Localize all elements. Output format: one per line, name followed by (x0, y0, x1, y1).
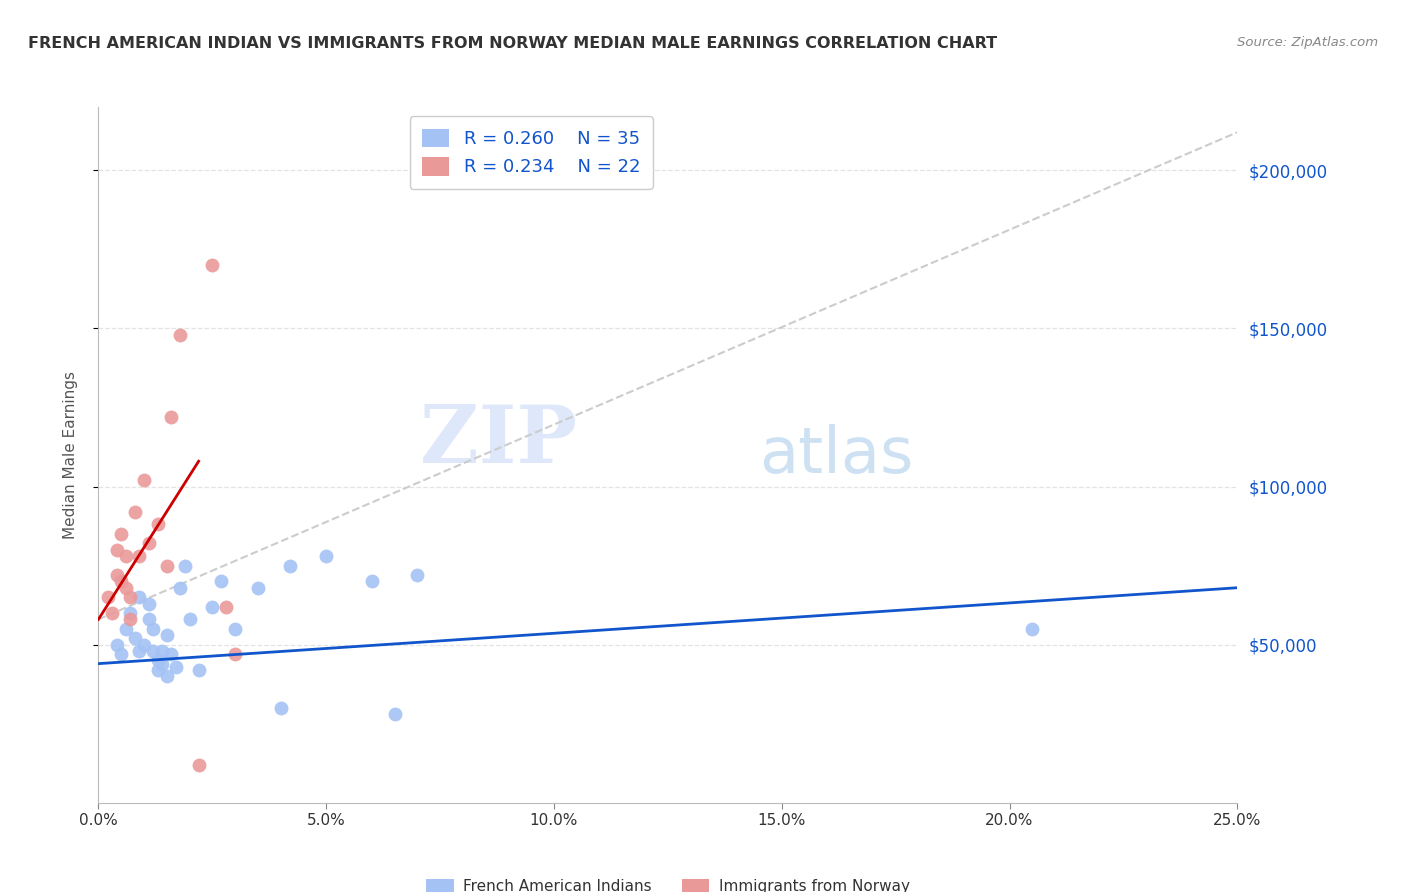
Point (128, 644, 150, 658)
Point (128, 591, 150, 605)
Point (209, 574, 232, 589)
Text: atlas: atlas (759, 424, 914, 486)
Text: FRENCH AMERICAN INDIAN VS IMMIGRANTS FROM NORWAY MEDIAN MALE EARNINGS CORRELATIO: FRENCH AMERICAN INDIAN VS IMMIGRANTS FRO… (28, 36, 997, 51)
Point (146, 663, 169, 677)
Point (187, 663, 209, 677)
Y-axis label: Median Male Earnings: Median Male Earnings (63, 371, 77, 539)
Point (110, 527, 132, 541)
Point (96, 591, 118, 605)
Point (146, 517, 169, 532)
Point (315, 549, 337, 563)
Point (278, 558, 301, 573)
Point (360, 574, 382, 589)
Point (406, 568, 429, 582)
Point (246, 581, 269, 595)
Point (169, 581, 191, 595)
Point (179, 612, 201, 626)
Point (146, 653, 169, 667)
Point (156, 558, 179, 573)
Point (224, 647, 246, 661)
Point (150, 644, 173, 658)
Point (138, 536, 160, 550)
Point (215, 599, 238, 614)
Point (156, 628, 179, 642)
Point (384, 707, 406, 722)
Point (224, 622, 246, 636)
Point (150, 657, 173, 671)
Text: ZIP: ZIP (420, 402, 576, 480)
Point (187, 757, 209, 772)
Text: Source: ZipAtlas.com: Source: ZipAtlas.com (1237, 36, 1378, 49)
Point (138, 612, 160, 626)
Point (124, 632, 146, 646)
Point (101, 606, 124, 620)
Point (124, 505, 146, 519)
Point (105, 542, 128, 557)
Point (174, 558, 197, 573)
Point (105, 638, 128, 652)
Point (128, 549, 150, 563)
Point (110, 647, 132, 661)
Point (160, 409, 183, 424)
Point (114, 622, 136, 636)
Point (270, 701, 292, 715)
Point (156, 669, 179, 683)
Point (120, 612, 142, 626)
Point (132, 473, 155, 487)
Point (138, 597, 160, 611)
Point (1021, 622, 1043, 636)
Point (114, 581, 136, 595)
Point (110, 574, 132, 589)
Point (114, 549, 136, 563)
Point (142, 622, 165, 636)
Legend: French American Indians, Immigrants from Norway: French American Indians, Immigrants from… (420, 873, 915, 892)
Point (105, 568, 128, 582)
Point (160, 647, 183, 661)
Point (120, 591, 142, 605)
Point (165, 660, 187, 674)
Point (120, 606, 142, 620)
Point (201, 599, 224, 614)
Point (142, 644, 165, 658)
Point (169, 327, 191, 342)
Point (201, 258, 224, 272)
Point (132, 638, 155, 652)
